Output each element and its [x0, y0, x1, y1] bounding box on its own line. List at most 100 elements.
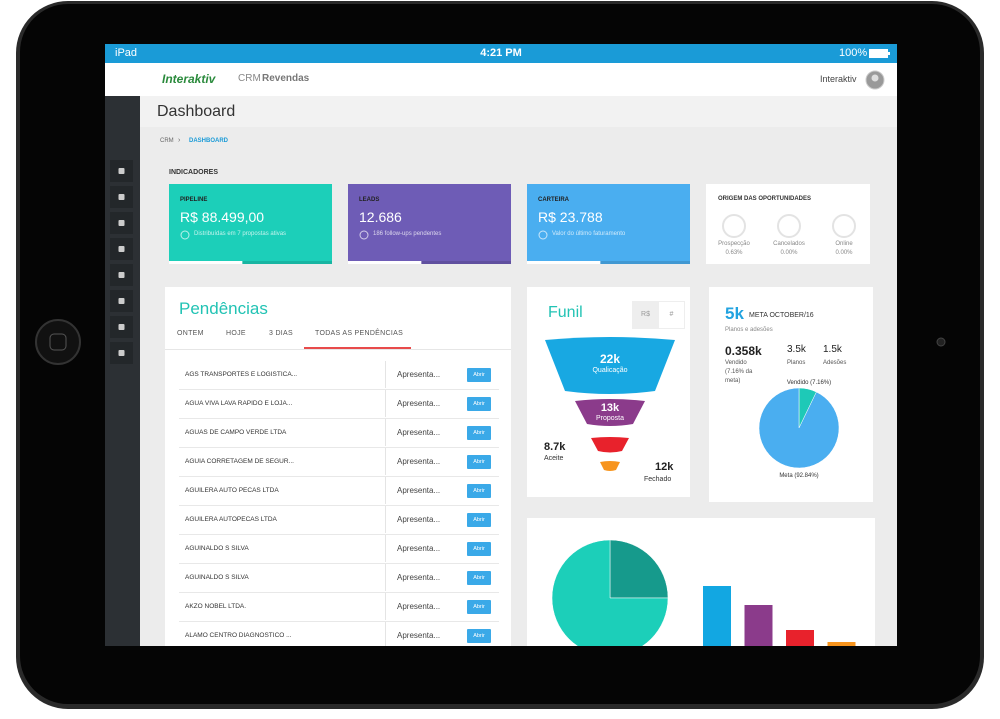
card-value: R$ 23.788 [538, 209, 603, 225]
row-rule [179, 418, 499, 419]
progress-track [348, 261, 511, 264]
sidebar [105, 96, 140, 646]
battery-body [869, 49, 888, 58]
home-button[interactable] [35, 319, 81, 365]
row-name: AGUILERA AUTO PECAS LTDA [185, 487, 279, 494]
row-name: AGS TRANSPORTES E LOGISTICA... [185, 371, 298, 378]
row-rule [179, 389, 499, 390]
row-divider [385, 506, 386, 533]
row-status: Apresenta... [397, 370, 441, 379]
bar [786, 630, 814, 646]
progress [169, 261, 332, 264]
row-status: Apresenta... [397, 457, 441, 466]
toggle[interactable]: # [658, 301, 685, 329]
row-divider [385, 419, 386, 446]
battery-tip [888, 52, 890, 55]
origin-label: Prospecção [718, 241, 750, 247]
nav-icon [118, 220, 125, 226]
row-rule [179, 476, 499, 477]
stage-value: 12k [655, 461, 674, 473]
pie-slice [551, 539, 669, 646]
stage-value: 22k [599, 352, 621, 366]
stat-label: Vendido (7.16% da meta) [725, 360, 753, 384]
device-name: iPad [115, 47, 138, 59]
bar [827, 642, 856, 646]
open-button[interactable]: Abrir [467, 368, 491, 382]
origin-card: ORIGEM DAS OPORTUNIDADES Prospecção 0.63% C… [706, 184, 870, 264]
progress-track [527, 261, 690, 264]
funnel-stage [591, 437, 629, 453]
open-button[interactable]: Abrir [467, 542, 491, 556]
row-name: AGUINALDO S SILVA [185, 574, 249, 581]
indicator-card[interactable]: CARTEIRA R$ 23.788 Valor do último faturam… [527, 184, 690, 264]
stage-label: Fechado [644, 476, 672, 483]
stat-value: 1.5k [823, 344, 842, 355]
toggle[interactable]: R$ [632, 301, 659, 329]
pendencias-panel: Pendências ONTEM HOJE 3 DIAS TODAS AS PENDÊN… [165, 287, 511, 646]
progress-bar [527, 261, 601, 264]
progress-track [169, 261, 332, 264]
card-label: CARTEIRA [538, 197, 569, 203]
open-button[interactable]: Abrir [467, 629, 491, 643]
screen: iPad 4:21 PM 100% Interaktiv CRM Revendas Inte… [105, 44, 897, 646]
row-rule [179, 534, 499, 535]
stage-value: 13k [600, 402, 620, 414]
ring [777, 214, 801, 238]
nav-icon [118, 298, 125, 304]
card-label: LEADS [359, 197, 380, 203]
row-name: AGUA VIVA LAVA RAPIDO E LOJA... [185, 400, 293, 407]
note-icon [180, 230, 190, 240]
open-button[interactable]: Abrir [467, 571, 491, 585]
open-button[interactable]: Abrir [467, 455, 491, 469]
bar [744, 605, 773, 646]
row-name: AGUILERA AUTOPECAS LTDA [185, 516, 277, 523]
open-button[interactable]: Abrir [467, 397, 491, 411]
battery-level: 100% [839, 47, 868, 59]
indicators-heading: INDICADORES [169, 169, 219, 176]
row-name: AGUAS DE CAMPO VERDE LTDA [185, 429, 287, 436]
nav-icon [118, 168, 125, 174]
row-divider [385, 535, 386, 562]
row-status: Apresenta... [397, 515, 441, 524]
pendencias-title: Pendências [179, 299, 268, 318]
meta-value: 5k [725, 304, 744, 323]
row-rule [179, 621, 499, 622]
indicator-card[interactable]: PIPELINE R$ 88.499,00 Distribuídas em 7 pr… [169, 184, 332, 264]
funil-panel: Funil R$ #22k Qualicação 13k Proposta 8.7k Acei… [527, 287, 690, 497]
nav-icon [118, 246, 125, 252]
meta-panel: 5k META OCTOBER/16 Planos e adesões 0.358k V… [709, 287, 873, 502]
avatar [865, 70, 885, 90]
tab[interactable]: HOJE [226, 330, 246, 337]
status-bar: iPad 4:21 PM 100% [105, 44, 897, 63]
funil-title: Funil [548, 304, 583, 321]
open-button[interactable]: Abrir [467, 513, 491, 527]
stage-value: 8.7k [544, 441, 566, 453]
battery-icon [869, 49, 890, 58]
row-divider [385, 622, 386, 646]
tabs-rule [165, 349, 511, 350]
meta-subtitle: Planos e adesões [725, 327, 773, 333]
row-name: AKZO NOBEL LTDA. [185, 603, 247, 610]
stat-label: Planos [787, 360, 806, 366]
open-button[interactable]: Abrir [467, 484, 491, 498]
breadcrumb-current: DASHBOARD [189, 138, 228, 144]
sidebar-icons [110, 160, 133, 364]
progress [527, 261, 690, 264]
card-note: Valor do último faturamento [552, 231, 626, 237]
stat-value: 0.358k [725, 344, 762, 358]
funnel-stage [545, 337, 675, 394]
note-circle [180, 230, 190, 240]
title-bar: Dashboard [140, 96, 897, 127]
open-button[interactable]: Abrir [467, 600, 491, 614]
stage-label: Qualicação [592, 367, 628, 374]
user-name: Interaktiv [820, 74, 857, 84]
indicator-card[interactable]: LEADS 12.686 186 follow-ups pendentes [348, 184, 511, 264]
header: Interaktiv CRM Revendas Interaktiv [105, 63, 897, 96]
tab[interactable]: 3 DIAS [269, 330, 293, 337]
tab[interactable]: TODAS AS PENDÊNCIAS [315, 330, 404, 337]
open-button[interactable]: Abrir [467, 426, 491, 440]
stat-value: 3.5k [787, 344, 806, 355]
card-note: Distribuídas em 7 propostas ativas [194, 231, 287, 237]
row-divider [385, 390, 386, 417]
tab[interactable]: ONTEM [177, 330, 204, 337]
